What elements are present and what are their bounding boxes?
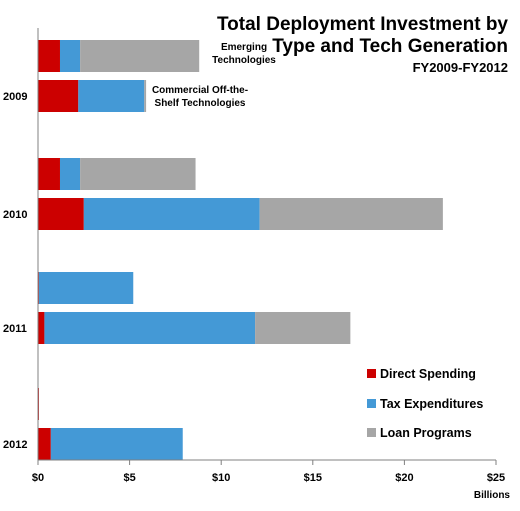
annotation-cots-line-2: Shelf Technologies <box>155 98 246 109</box>
annotation-emerging-line-1: Emerging <box>221 42 267 53</box>
bar-direct-2012-cots <box>38 428 51 460</box>
annotation-cots-line-1: Commercial Off-the- <box>152 85 248 96</box>
x-tick-label: $10 <box>212 472 230 484</box>
bar-tax-2009-cots <box>78 80 145 112</box>
bar-direct-2009-cots <box>38 80 79 112</box>
bar-tax-2012-cots <box>50 428 183 460</box>
bar-loan-2009-cots <box>144 80 147 112</box>
legend: Direct Spending Tax Expenditures Loan Prog… <box>367 367 483 440</box>
legend-swatch-direct <box>367 369 376 378</box>
annotation-emerging-line-2: Technologies <box>212 55 276 66</box>
bar-direct-2010-emerging <box>38 158 60 190</box>
chart-title-line-1: Total Deployment Investment by <box>217 14 508 35</box>
bars-layer <box>38 40 443 460</box>
bar-tax-2011-emerging <box>38 272 134 304</box>
y-label-2010: 2010 <box>3 209 27 221</box>
bar-tax-2010-emerging <box>59 158 81 190</box>
x-tick-label: $20 <box>395 472 413 484</box>
legend-label-loan: Loan Programs <box>380 426 472 440</box>
legend-swatch-tax <box>367 399 376 408</box>
y-label-2011: 2011 <box>3 323 27 335</box>
legend-label-tax: Tax Expenditures <box>380 397 483 411</box>
legend-label-direct: Direct Spending <box>380 367 476 381</box>
bar-loan-2009-emerging <box>80 40 200 72</box>
y-axis-labels: 2009 2010 2011 2012 <box>3 91 27 451</box>
bar-loan-2010-cots <box>259 198 443 230</box>
bar-tax-2010-cots <box>83 198 260 230</box>
x-tick-label: $25 <box>487 472 505 484</box>
bar-direct-2010-cots <box>38 198 84 230</box>
x-axis-ticks: $0 $5 $10 $15 $20 $25 <box>32 460 505 484</box>
bar-loan-2011-cots <box>255 312 351 344</box>
x-tick-label: $0 <box>32 472 44 484</box>
x-axis-label: Billions <box>474 490 511 501</box>
chart-subtitle: FY2009-FY2012 <box>413 60 508 75</box>
x-tick-label: $15 <box>304 472 322 484</box>
annotations-layer: Emerging Technologies Commercial Off-the- S… <box>152 42 276 109</box>
y-label-2009: 2009 <box>3 91 27 103</box>
bar-loan-2010-emerging <box>80 158 196 190</box>
y-label-2012: 2012 <box>3 439 27 451</box>
bar-tax-2011-cots <box>44 312 256 344</box>
chart-title-line-2: Type and Tech Generation <box>272 36 508 57</box>
bar-direct-2011-cots <box>38 312 45 344</box>
bar-direct-2009-emerging <box>38 40 60 72</box>
legend-swatch-loan <box>367 428 376 437</box>
bar-tax-2009-emerging <box>59 40 81 72</box>
x-tick-label: $5 <box>123 472 135 484</box>
